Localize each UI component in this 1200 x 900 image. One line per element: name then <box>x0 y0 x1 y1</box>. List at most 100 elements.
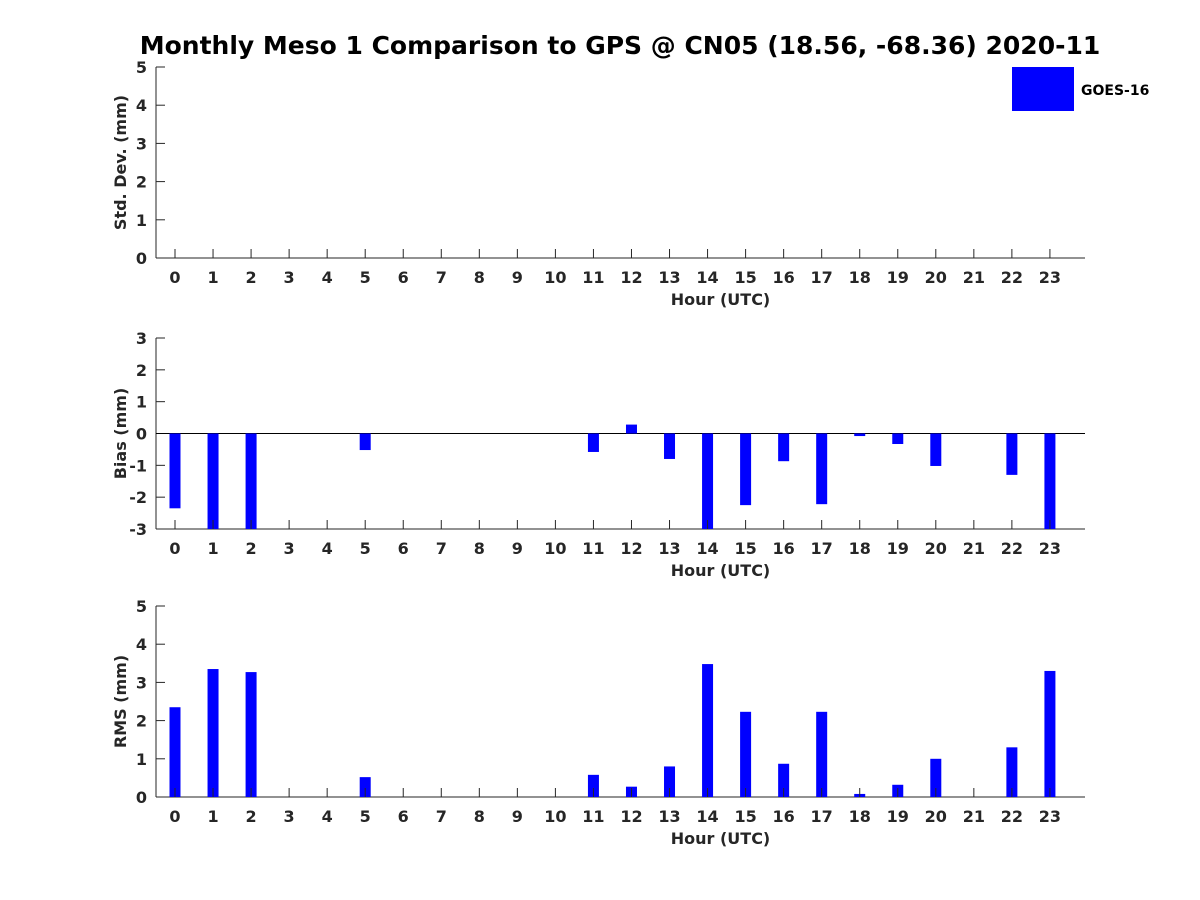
y-tick-label: -2 <box>129 488 147 507</box>
x-tick-label: 16 <box>773 807 795 826</box>
y-tick-label: 2 <box>136 173 147 192</box>
bar-hour-19 <box>892 433 904 445</box>
bar-hour-2 <box>245 433 257 529</box>
x-tick-label: 6 <box>398 539 409 558</box>
x-tick-label: 8 <box>474 539 485 558</box>
x-tick-label: 3 <box>284 268 295 287</box>
x-tick-label: 10 <box>544 539 566 558</box>
bar-hour-16 <box>778 763 790 797</box>
x-tick-label: 9 <box>512 807 523 826</box>
y-tick-label: 4 <box>136 96 147 115</box>
bar-hour-11 <box>587 433 599 452</box>
bar-hour-17 <box>816 711 828 797</box>
legend: GOES-16 <box>1012 67 1149 111</box>
x-tick-label: 15 <box>734 268 756 287</box>
x-tick-label: 3 <box>284 807 295 826</box>
x-tick-label: 0 <box>169 807 180 826</box>
x-tick-label: 14 <box>696 268 718 287</box>
y-tick-label: 3 <box>136 329 147 348</box>
y-tick-label: 5 <box>136 58 147 77</box>
x-tick-label: 8 <box>474 807 485 826</box>
x-tick-label: 22 <box>1001 268 1023 287</box>
x-tick-label: 23 <box>1039 539 1061 558</box>
y-axis-label: Std. Dev. (mm) <box>111 95 130 230</box>
x-tick-label: 19 <box>887 268 909 287</box>
x-tick-label: 17 <box>811 807 833 826</box>
chart-title: Monthly Meso 1 Comparison to GPS @ CN05 … <box>140 31 1101 60</box>
x-tick-label: 13 <box>658 268 680 287</box>
y-tick-label: 2 <box>136 361 147 380</box>
x-tick-label: 2 <box>246 807 257 826</box>
bar-hour-20 <box>930 433 942 466</box>
x-tick-label: 7 <box>436 268 447 287</box>
x-axis-label: Hour (UTC) <box>671 561 771 580</box>
x-tick-label: 0 <box>169 539 180 558</box>
x-tick-label: 15 <box>734 539 756 558</box>
bar-hour-12 <box>625 424 637 434</box>
x-tick-label: 1 <box>207 807 218 826</box>
bars <box>169 424 1056 529</box>
bar-hour-1 <box>207 669 219 797</box>
x-tick-label: 4 <box>322 807 333 826</box>
bar-hour-17 <box>816 433 828 505</box>
x-tick-label: 18 <box>849 268 871 287</box>
x-tick-label: 14 <box>696 807 718 826</box>
x-tick-label: 23 <box>1039 807 1061 826</box>
bar-hour-5 <box>359 433 371 451</box>
x-tick-label: 16 <box>773 539 795 558</box>
y-tick-label: 1 <box>136 211 147 230</box>
x-tick-label: 10 <box>544 268 566 287</box>
y-axis-label: RMS (mm) <box>111 655 130 748</box>
y-tick-label: 3 <box>136 134 147 153</box>
bar-hour-15 <box>740 711 752 797</box>
x-tick-label: 18 <box>849 539 871 558</box>
x-tick-label: 22 <box>1001 539 1023 558</box>
x-axis-label: Hour (UTC) <box>671 829 771 848</box>
x-tick-label: 8 <box>474 268 485 287</box>
x-tick-label: 17 <box>811 268 833 287</box>
bar-hour-15 <box>740 433 752 506</box>
y-tick-label: 1 <box>136 393 147 412</box>
bar-hour-23 <box>1044 670 1056 797</box>
x-tick-label: 22 <box>1001 807 1023 826</box>
bars <box>169 664 1056 797</box>
x-tick-label: 6 <box>398 807 409 826</box>
x-axis-label: Hour (UTC) <box>671 290 771 309</box>
bar-hour-13 <box>664 433 676 459</box>
x-tick-label: 23 <box>1039 268 1061 287</box>
bar-hour-5 <box>359 777 371 797</box>
x-tick-label: 5 <box>360 268 371 287</box>
y-tick-label: -3 <box>129 520 147 539</box>
x-tick-label: 16 <box>773 268 795 287</box>
x-tick-label: 20 <box>925 268 947 287</box>
x-tick-label: 11 <box>582 539 604 558</box>
bar-hour-0 <box>169 433 181 509</box>
x-tick-label: 12 <box>620 539 642 558</box>
x-tick-label: 10 <box>544 807 566 826</box>
bar-hour-0 <box>169 707 181 797</box>
x-tick-label: 4 <box>322 268 333 287</box>
bar-hour-14 <box>702 433 714 529</box>
x-tick-label: 18 <box>849 807 871 826</box>
x-tick-label: 1 <box>207 539 218 558</box>
bar-hour-18 <box>854 433 866 437</box>
bar-hour-11 <box>587 774 599 797</box>
x-tick-label: 1 <box>207 268 218 287</box>
bar-hour-13 <box>664 766 676 797</box>
y-tick-label: 3 <box>136 673 147 692</box>
x-tick-label: 6 <box>398 268 409 287</box>
y-tick-label: 4 <box>136 635 147 654</box>
y-axis-label: Bias (mm) <box>111 388 130 480</box>
x-tick-label: 17 <box>811 539 833 558</box>
y-tick-label: 1 <box>136 750 147 769</box>
y-tick-label: 5 <box>136 597 147 616</box>
x-tick-label: 2 <box>246 268 257 287</box>
x-tick-label: 5 <box>360 539 371 558</box>
x-tick-label: 7 <box>436 539 447 558</box>
bar-hour-22 <box>1006 433 1018 475</box>
x-tick-label: 9 <box>512 268 523 287</box>
